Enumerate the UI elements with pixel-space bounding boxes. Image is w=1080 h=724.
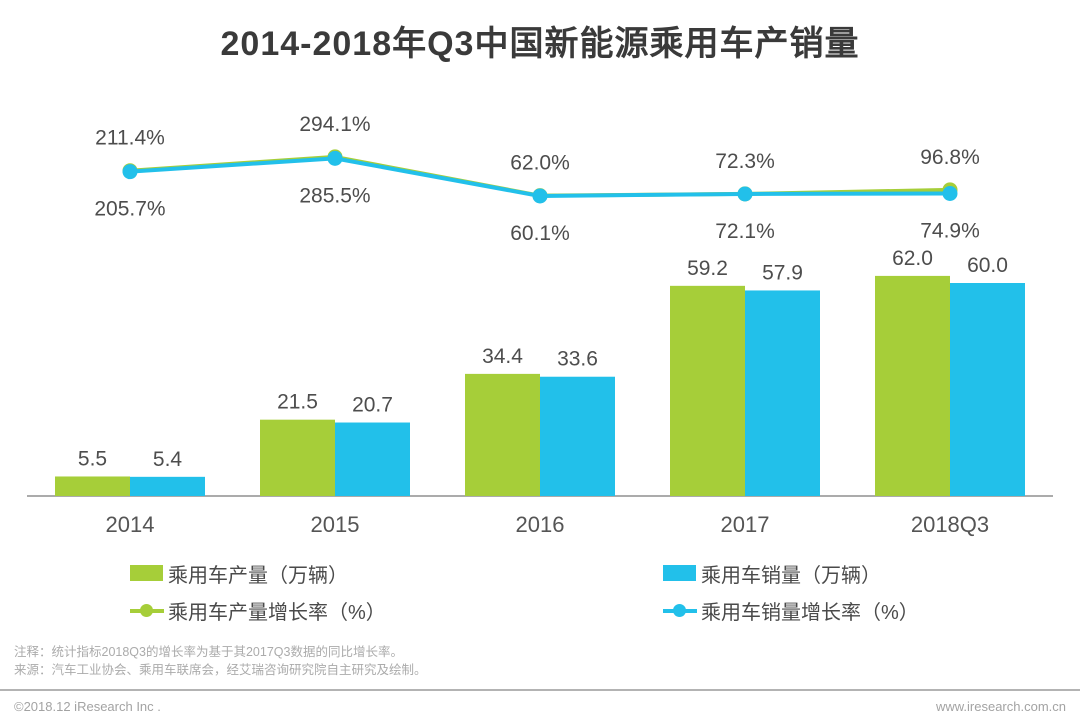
sales-growth-value-2018Q3: 74.9%: [920, 220, 980, 243]
sales-growth-point-2015: [327, 150, 343, 166]
marker-dot: [140, 603, 153, 617]
legend-item-production-growth: 乘用车产量增长率（%）: [130, 600, 386, 624]
production-growth-value-2015: 294.1%: [299, 113, 370, 136]
production-growth-line-marker-icon: [130, 602, 164, 619]
website-url: www.iresearch.com.cn: [935, 699, 1066, 714]
production-growth-value-2017: 72.3%: [715, 150, 775, 173]
sales-bar-value-2014: 5.4: [153, 448, 183, 471]
sales-bar-2015: [335, 422, 410, 496]
sales-growth-value-2017: 72.1%: [715, 220, 775, 243]
sales-growth-value-2014: 205.7%: [94, 198, 165, 221]
production-bar-value-2014: 5.5: [78, 447, 107, 470]
legend-item-production-volume: 乘用车产量（万辆）: [130, 563, 348, 587]
sales-bar-value-2018Q3: 60.0: [967, 254, 1008, 277]
production-bar-value-2015: 21.5: [277, 391, 318, 414]
sales-growth-point-2016: [532, 188, 548, 204]
sales-bar-value-2017: 57.9: [762, 261, 803, 284]
production-growth-value-2016: 62.0%: [510, 152, 570, 175]
x-tick-2017: 2017: [721, 512, 770, 537]
legend-item-sales-volume: 乘用车销量（万辆）: [663, 563, 881, 587]
production-bar-2018Q3: [875, 275, 950, 496]
combo-chart: 5.5 21.5 34.4 59.2 62.0 5.4 20.7 33.6 57.9 60.0 20…: [27, 113, 1053, 537]
sales-bar-2016: [540, 376, 615, 496]
legend-label-sales-growth: 乘用车销量增长率（%）: [701, 601, 919, 624]
production-bar-value-2017: 59.2: [687, 257, 728, 280]
sales-growth-point-2017: [737, 186, 753, 202]
production-growth-value-2018Q3: 96.8%: [920, 146, 980, 169]
sales-growth-point-2014: [122, 164, 138, 180]
sales-bar-2014: [130, 476, 205, 496]
note-line: 注释：统计指标2018Q3的增长率为基于其2017Q3数据的同比增长率。: [14, 645, 403, 659]
legend-item-sales-growth: 乘用车销量增长率（%）: [663, 600, 919, 624]
footnotes: 注释：统计指标2018Q3的增长率为基于其2017Q3数据的同比增长率。 来源：…: [14, 643, 427, 679]
source-line: 来源：汽车工业协会、乘用车联席会，经艾瑞咨询研究院自主研究及绘制。: [14, 663, 427, 677]
production-bar-value-2018Q3: 62.0: [892, 247, 933, 270]
production-bar-value-2016: 34.4: [482, 345, 523, 368]
sales-growth-line-marker-icon: [663, 602, 697, 619]
sales-bar-value-2015: 20.7: [352, 394, 393, 417]
x-tick-2018Q3: 2018Q3: [911, 512, 989, 537]
x-tick-2014: 2014: [106, 512, 155, 537]
sales-bar-2018Q3: [950, 283, 1025, 496]
legend-label-sales-volume: 乘用车销量（万辆）: [701, 564, 881, 587]
sales-growth-value-2016: 60.1%: [510, 222, 570, 245]
legend-label-production-volume: 乘用车产量（万辆）: [168, 564, 348, 587]
sales-volume-swatch-icon: [663, 565, 696, 581]
sales-growth-point-2018Q3: [942, 186, 958, 202]
production-bar-2014: [55, 476, 130, 496]
x-tick-2016: 2016: [516, 512, 565, 537]
marker-dot: [673, 603, 686, 617]
legend-label-production-growth: 乘用车产量增长率（%）: [168, 601, 386, 624]
production-growth-value-2014: 211.4%: [95, 127, 165, 150]
footer-divider: [0, 689, 1080, 691]
production-volume-swatch-icon: [130, 565, 163, 581]
copyright-text: ©2018.12 iResearch Inc .: [14, 699, 161, 714]
production-bar-2016: [465, 373, 540, 496]
x-tick-2015: 2015: [311, 512, 360, 537]
sales-bar-value-2016: 33.6: [557, 348, 598, 371]
production-bar-2015: [260, 419, 335, 496]
sales-growth-value-2015: 285.5%: [299, 184, 370, 207]
chart-title: 2014-2018年Q3中国新能源乘用车产销量: [220, 25, 860, 63]
sales-bar-2017: [745, 290, 820, 496]
production-bar-2017: [670, 285, 745, 496]
